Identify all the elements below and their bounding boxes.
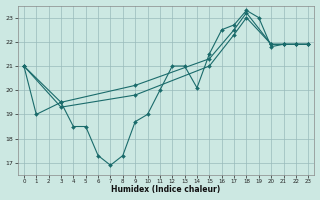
X-axis label: Humidex (Indice chaleur): Humidex (Indice chaleur) [111, 185, 221, 194]
